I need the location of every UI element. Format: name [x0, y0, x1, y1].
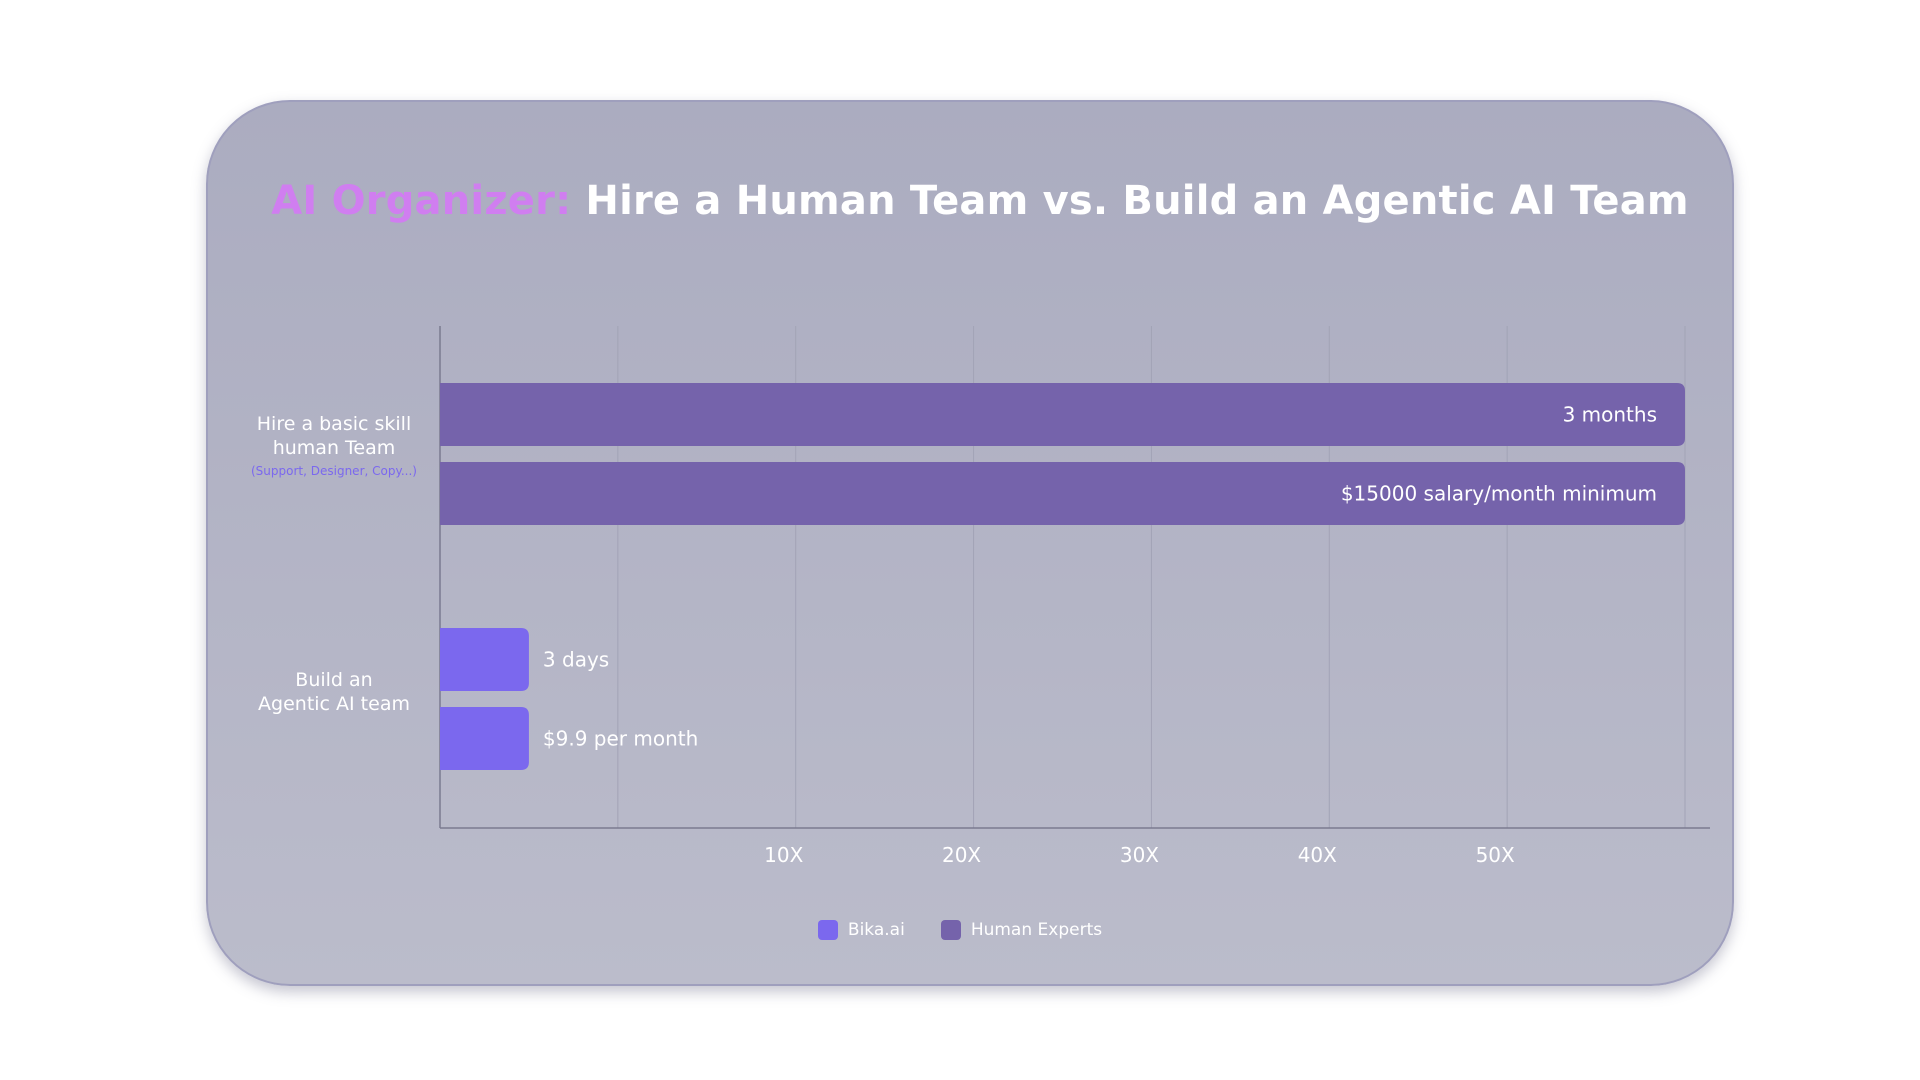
bar-bika	[440, 628, 529, 691]
bar-bika	[440, 707, 529, 770]
bars	[440, 383, 1685, 770]
legend-item-bika[interactable]: Bika.ai	[817, 920, 905, 940]
category-sublabel: (Support, Designer, Copy...)	[251, 464, 417, 478]
bar-data-label: $9.9 per month	[543, 727, 698, 751]
x-tick-label: 50X	[1476, 843, 1515, 867]
category-label-line: Build an	[295, 669, 373, 691]
chart-title-main: Hire a Human Team vs. Build an Agentic A…	[585, 178, 1689, 224]
chart-title: AI Organizer: Hire a Human Team vs. Buil…	[0, 178, 1920, 224]
category-label-human-team: Hire a basic skill human Team (Support, …	[234, 412, 434, 479]
chart-title-accent: AI Organizer:	[271, 178, 572, 224]
chart-card	[206, 100, 1734, 986]
x-tick-labels: 10X 20X 30X 40X 50X	[764, 843, 1515, 867]
bar-data-label: 3 months	[1563, 403, 1657, 427]
legend-label-human-experts: Human Experts	[970, 920, 1103, 940]
category-label-line: human Team	[272, 437, 396, 459]
data-labels: 3 months $15000 salary/month minimum 3 day…	[543, 403, 1657, 751]
x-tick-label: 30X	[1120, 843, 1159, 867]
legend-label-bika: Bika.ai	[847, 920, 905, 940]
category-label-line: Hire a basic skill	[256, 413, 412, 435]
x-tick-label: 40X	[1298, 843, 1337, 867]
x-tick-label: 20X	[942, 843, 981, 867]
legend-swatch-bika	[817, 920, 838, 940]
bar-data-label: $15000 salary/month minimum	[1341, 482, 1657, 506]
bar-data-label: 3 days	[543, 648, 609, 672]
x-tick-label: 10X	[764, 843, 803, 867]
bar-human-experts	[440, 383, 1685, 446]
bar-human-experts	[440, 462, 1685, 525]
legend-swatch-human-experts	[940, 920, 961, 940]
chart-legend: Bika.ai Human Experts	[0, 920, 1920, 940]
category-label-line: Agentic AI team	[258, 693, 410, 715]
category-label-ai-team: Build an Agentic AI team	[234, 668, 434, 716]
legend-item-human-experts[interactable]: Human Experts	[940, 920, 1103, 940]
